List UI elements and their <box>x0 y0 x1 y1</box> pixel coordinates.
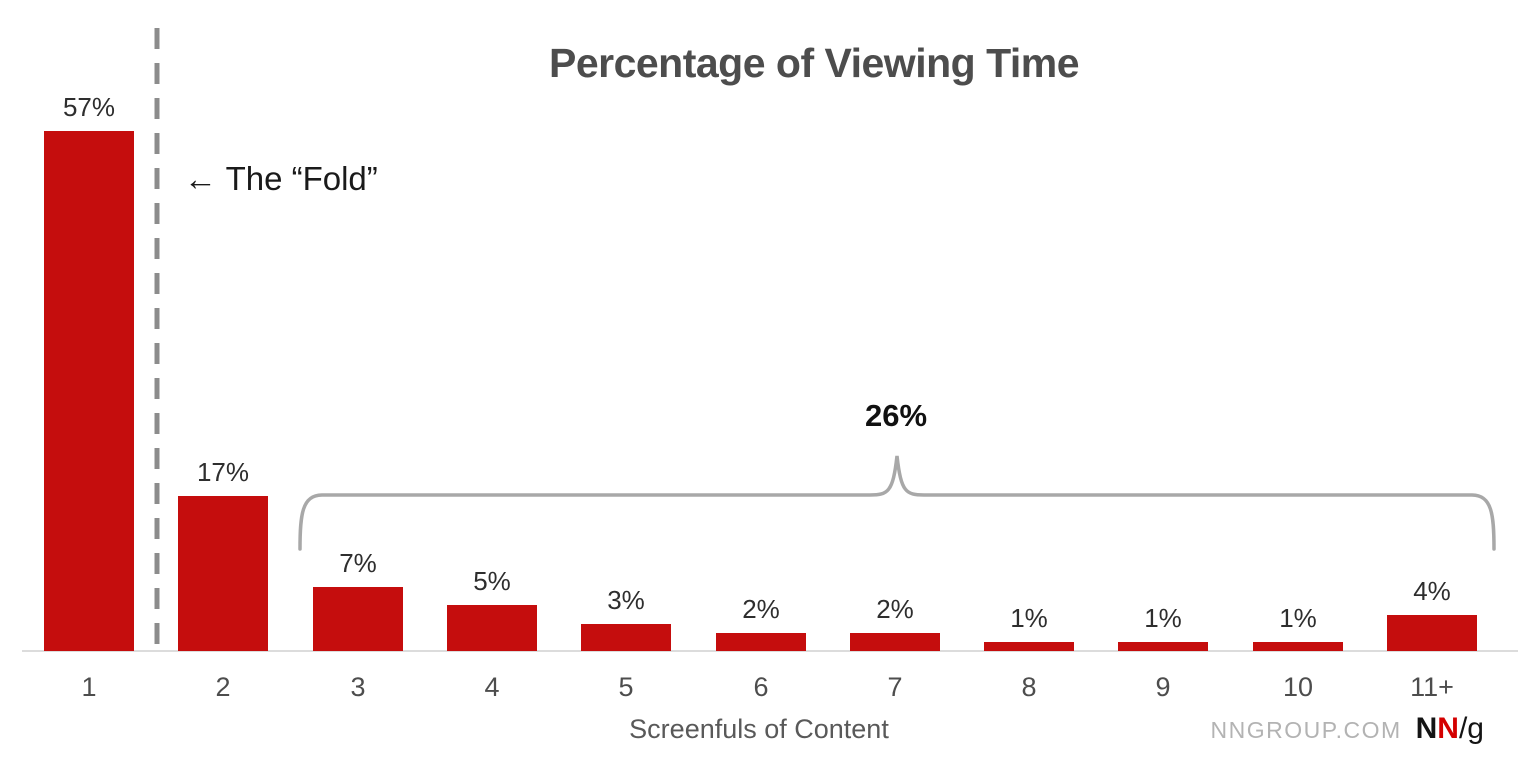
bar <box>716 633 806 651</box>
brace-annotation-label: 26% <box>864 398 928 433</box>
bar <box>1253 642 1343 651</box>
bar <box>313 587 403 651</box>
bar-value-label: 3% <box>607 585 645 615</box>
bar <box>178 496 268 651</box>
x-tick-label: 9 <box>1155 672 1171 702</box>
bar-value-label: 7% <box>339 548 377 578</box>
x-tick-label: 1 <box>81 672 97 702</box>
x-tick-label: 6 <box>753 672 769 702</box>
bar <box>581 624 671 651</box>
bar <box>1118 642 1208 651</box>
group-brace <box>298 455 1496 551</box>
fold-annotation-label: ← The “Fold” <box>184 160 378 197</box>
bar-value-label: 2% <box>742 594 780 624</box>
x-tick-label: 5 <box>618 672 634 702</box>
site-url: NNGROUP.COM <box>1210 717 1402 743</box>
x-tick-label: 10 <box>1282 672 1314 702</box>
x-tick-label: 11+ <box>1410 672 1454 702</box>
bar <box>447 605 537 651</box>
nng-logo-slash-g: /g <box>1458 712 1484 745</box>
bar <box>984 642 1074 651</box>
x-axis-baseline <box>22 650 1518 652</box>
nng-logo-n-red: N <box>1437 712 1459 745</box>
x-tick-label: 4 <box>484 672 500 702</box>
bar-value-label: 4% <box>1413 576 1451 606</box>
bar <box>44 131 134 651</box>
bar-value-label: 1% <box>1279 603 1317 633</box>
chart-title: Percentage of Viewing Time <box>548 40 1080 86</box>
footer-brand: NNGROUP.COM NN/g <box>1210 712 1484 746</box>
bar <box>850 633 940 651</box>
nng-logo-n-black: N <box>1415 712 1438 745</box>
bar-value-label: 1% <box>1010 603 1048 633</box>
bar <box>1387 615 1477 651</box>
x-tick-label: 8 <box>1021 672 1037 702</box>
x-tick-label: 3 <box>350 672 366 702</box>
nng-logo: NN/g <box>1416 712 1484 746</box>
bar-value-label: 57% <box>62 92 116 122</box>
bar-value-label: 17% <box>196 457 250 487</box>
bar-value-label: 2% <box>876 594 914 624</box>
x-tick-label: 2 <box>215 672 231 702</box>
x-tick-label: 7 <box>887 672 903 702</box>
bar-value-label: 5% <box>473 566 511 596</box>
bar-value-label: 1% <box>1144 603 1182 633</box>
x-axis-title: Screenfuls of Content <box>629 714 889 744</box>
